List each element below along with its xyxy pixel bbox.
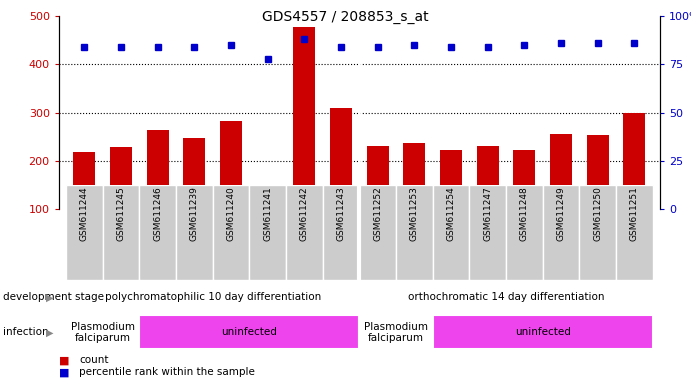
Bar: [294, 27, 315, 258]
Bar: [440, 151, 462, 258]
Text: GSM611252: GSM611252: [373, 187, 382, 241]
Text: GSM611240: GSM611240: [227, 187, 236, 241]
Text: GSM611254: GSM611254: [446, 187, 455, 241]
Text: percentile rank within the sample: percentile rank within the sample: [79, 367, 256, 377]
Bar: [103, 185, 140, 280]
Bar: [513, 151, 536, 258]
Bar: [587, 135, 609, 258]
Bar: [330, 108, 352, 258]
Text: GSM611250: GSM611250: [593, 187, 602, 241]
Text: polychromatophilic 10 day differentiation: polychromatophilic 10 day differentiatio…: [104, 292, 321, 302]
Bar: [66, 315, 140, 349]
Text: GSM611242: GSM611242: [300, 187, 309, 241]
Bar: [286, 185, 323, 280]
Text: uninfected: uninfected: [515, 328, 571, 338]
Text: GSM611249: GSM611249: [556, 187, 565, 241]
Bar: [323, 185, 359, 280]
Bar: [140, 315, 359, 349]
Bar: [477, 146, 499, 258]
Bar: [433, 315, 652, 349]
Text: Plasmodium
falciparum: Plasmodium falciparum: [70, 322, 135, 343]
Bar: [396, 185, 433, 280]
Text: ▶: ▶: [46, 328, 53, 338]
Text: count: count: [79, 355, 109, 365]
Text: ■: ■: [59, 355, 69, 365]
Bar: [433, 185, 469, 280]
Bar: [359, 315, 433, 349]
Text: Plasmodium
falciparum: Plasmodium falciparum: [364, 322, 428, 343]
Bar: [256, 202, 278, 258]
Text: GSM611251: GSM611251: [630, 187, 638, 241]
Text: GSM611241: GSM611241: [263, 187, 272, 241]
Text: GSM611246: GSM611246: [153, 187, 162, 241]
Bar: [367, 146, 388, 258]
Text: GSM611253: GSM611253: [410, 187, 419, 241]
Bar: [220, 121, 242, 258]
Text: ▶: ▶: [46, 292, 53, 302]
Text: GSM611248: GSM611248: [520, 187, 529, 241]
Bar: [623, 113, 645, 258]
Text: GDS4557 / 208853_s_at: GDS4557 / 208853_s_at: [262, 10, 429, 23]
Text: orthochromatic 14 day differentiation: orthochromatic 14 day differentiation: [408, 292, 604, 302]
Bar: [550, 134, 572, 258]
Text: GSM611247: GSM611247: [483, 187, 492, 241]
Bar: [579, 185, 616, 280]
Bar: [183, 138, 205, 258]
Text: GSM611239: GSM611239: [190, 187, 199, 241]
Bar: [110, 147, 132, 258]
Text: GSM611245: GSM611245: [117, 187, 126, 241]
Bar: [404, 143, 425, 258]
Text: GSM611243: GSM611243: [337, 187, 346, 241]
Bar: [542, 185, 579, 280]
Bar: [616, 185, 652, 280]
Text: infection: infection: [3, 328, 49, 338]
Bar: [213, 185, 249, 280]
Text: GSM611244: GSM611244: [80, 187, 89, 241]
Bar: [249, 185, 286, 280]
Bar: [176, 185, 213, 280]
Bar: [73, 152, 95, 258]
Bar: [66, 185, 103, 280]
Bar: [146, 130, 169, 258]
Bar: [359, 185, 396, 280]
Bar: [506, 185, 542, 280]
Text: development stage: development stage: [3, 292, 104, 302]
Bar: [469, 185, 506, 280]
Text: ■: ■: [59, 367, 69, 377]
Bar: [140, 185, 176, 280]
Text: uninfected: uninfected: [221, 328, 277, 338]
